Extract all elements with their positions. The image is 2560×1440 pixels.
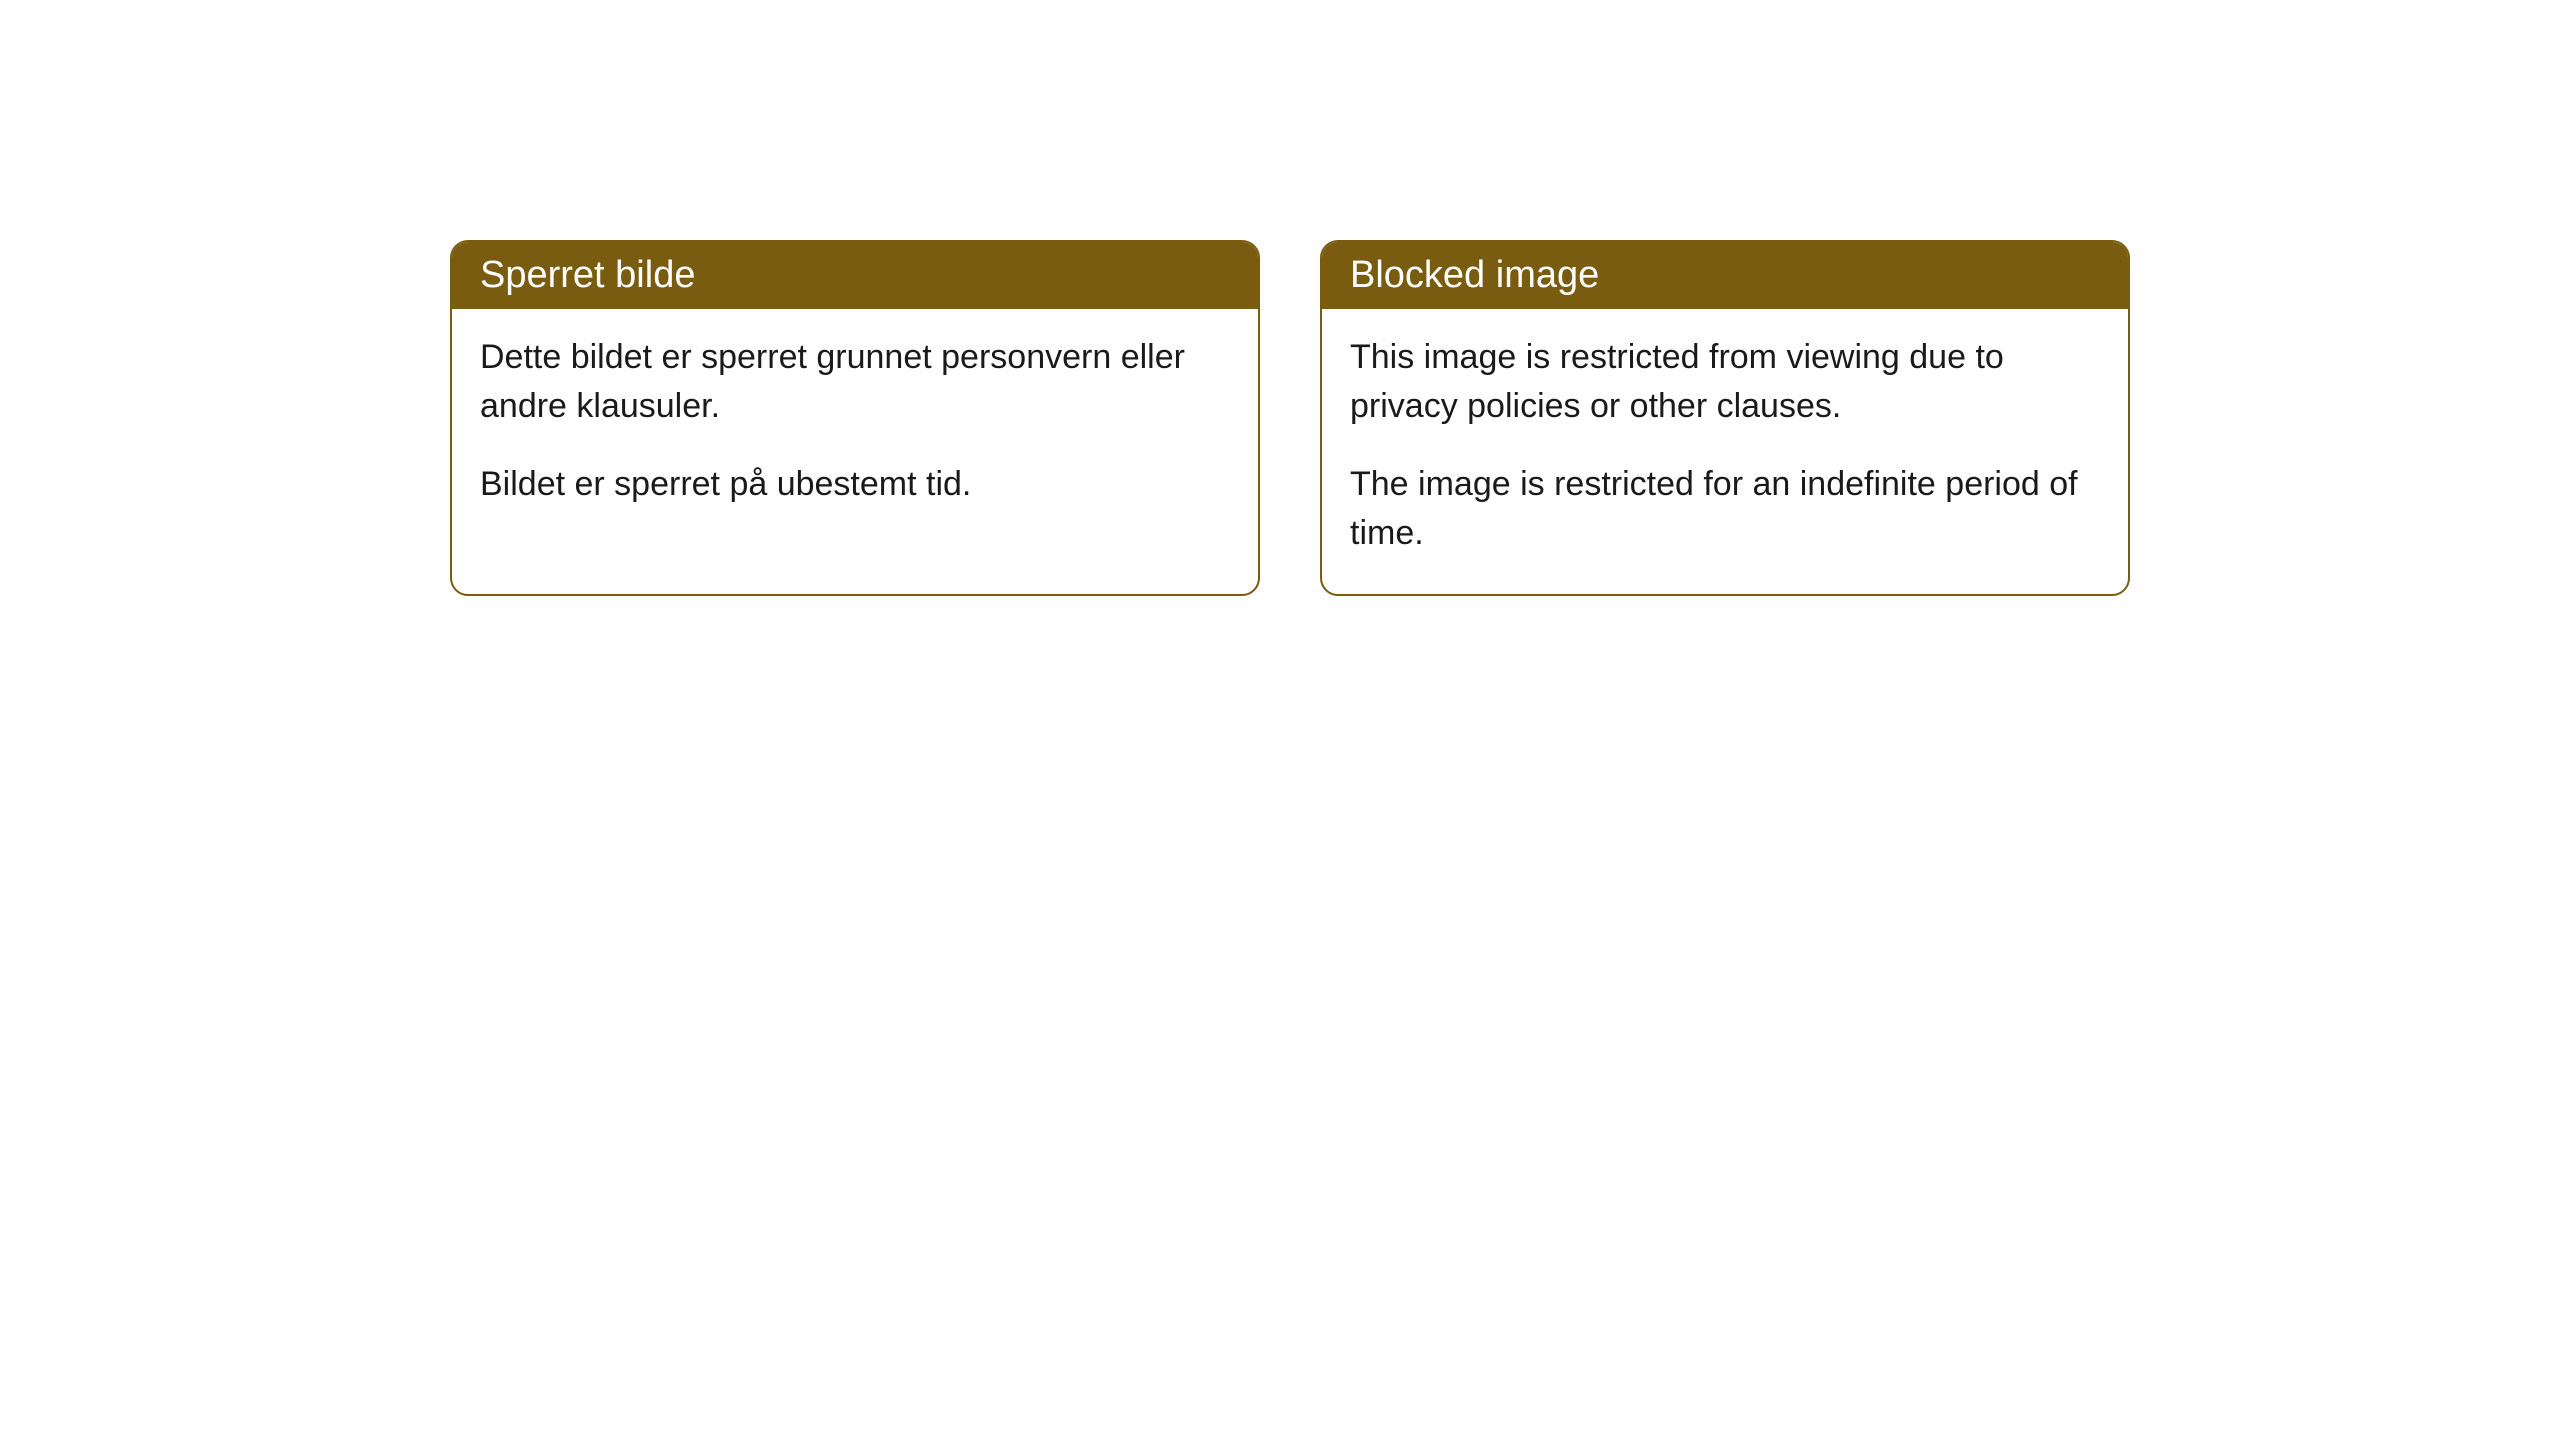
card-paragraph1-no: Dette bildet er sperret grunnet personve… xyxy=(480,333,1230,432)
notice-cards-container: Sperret bilde Dette bildet er sperret gr… xyxy=(450,240,2130,596)
card-body-en: This image is restricted from viewing du… xyxy=(1322,309,2128,594)
blocked-image-card-en: Blocked image This image is restricted f… xyxy=(1320,240,2130,596)
card-title-no: Sperret bilde xyxy=(480,254,695,296)
card-paragraph1-en: This image is restricted from viewing du… xyxy=(1350,333,2100,432)
card-title-en: Blocked image xyxy=(1350,254,1599,296)
card-body-no: Dette bildet er sperret grunnet personve… xyxy=(452,309,1258,545)
blocked-image-card-no: Sperret bilde Dette bildet er sperret gr… xyxy=(450,240,1260,596)
card-header-no: Sperret bilde xyxy=(452,242,1258,309)
card-paragraph2-en: The image is restricted for an indefinit… xyxy=(1350,460,2100,559)
card-paragraph2-no: Bildet er sperret på ubestemt tid. xyxy=(480,460,1230,509)
card-header-en: Blocked image xyxy=(1322,242,2128,309)
